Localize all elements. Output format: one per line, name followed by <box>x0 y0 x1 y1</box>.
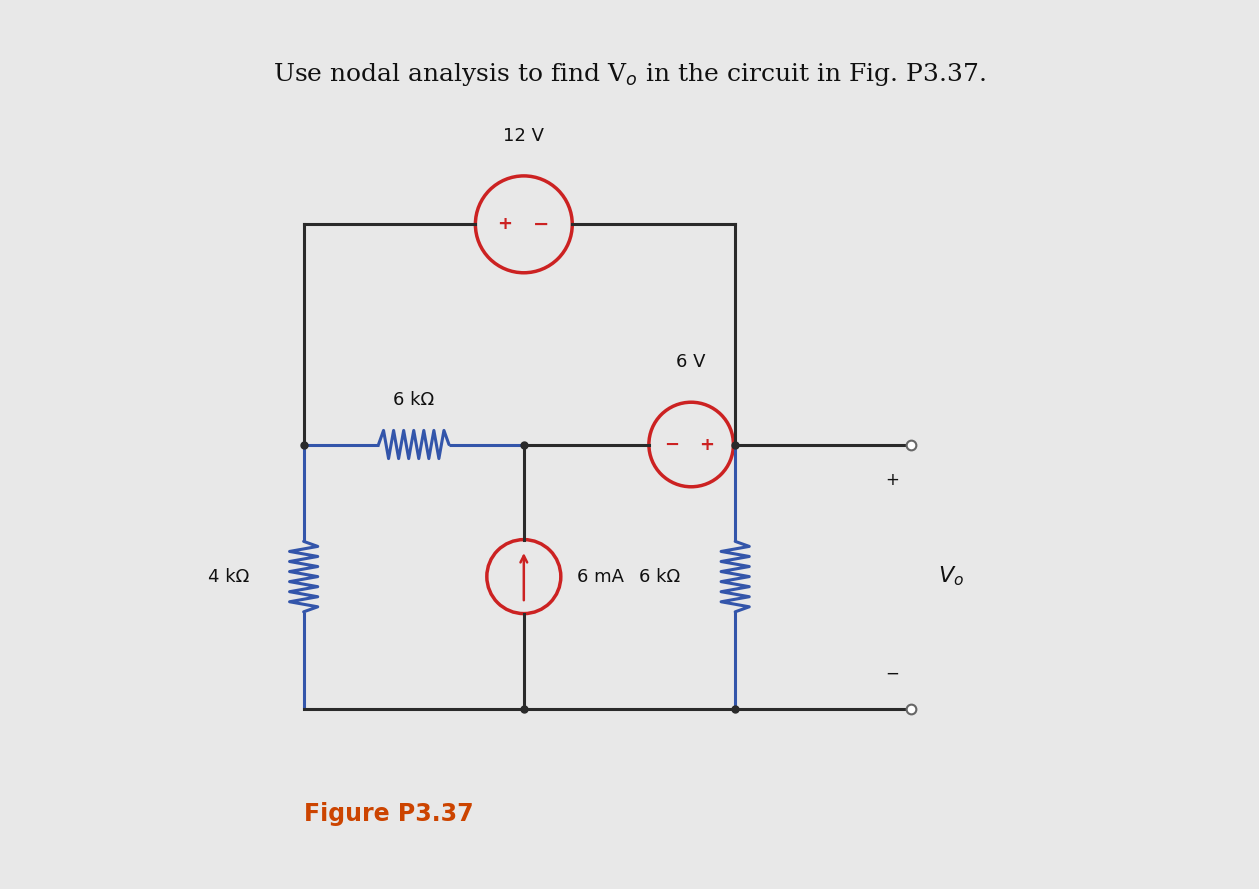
Text: 6 kΩ: 6 kΩ <box>393 391 434 409</box>
Text: 4 kΩ: 4 kΩ <box>208 567 249 586</box>
Text: −: − <box>665 436 680 453</box>
Text: 6 V: 6 V <box>676 354 706 372</box>
Text: Figure P3.37: Figure P3.37 <box>303 803 473 827</box>
Text: 12 V: 12 V <box>504 127 544 145</box>
Text: 6 mA: 6 mA <box>577 567 623 586</box>
Text: −: − <box>885 664 899 683</box>
Text: Use nodal analysis to find V$_o$ in the circuit in Fig. P3.37.: Use nodal analysis to find V$_o$ in the … <box>273 61 986 88</box>
Text: −: − <box>534 215 550 234</box>
Text: +: + <box>497 215 512 233</box>
Text: +: + <box>885 471 899 489</box>
Text: $V_o$: $V_o$ <box>938 565 963 589</box>
Text: 6 kΩ: 6 kΩ <box>640 567 681 586</box>
Text: +: + <box>700 436 715 453</box>
